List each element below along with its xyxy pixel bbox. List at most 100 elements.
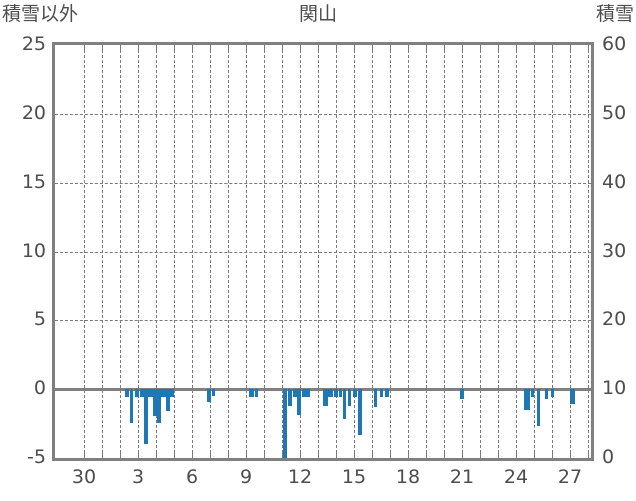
top-tickmark (282, 45, 283, 50)
bar (348, 389, 351, 407)
right-axis-title: 積雪 (595, 3, 634, 25)
bottom-tickmark (156, 453, 157, 458)
bar (302, 389, 306, 397)
bar (144, 389, 148, 444)
top-tickmark (390, 45, 391, 50)
bar (166, 389, 170, 412)
bottom-tickmark (138, 453, 139, 458)
bar (140, 389, 144, 397)
x-tick-label: 12 (287, 466, 313, 488)
bar (374, 389, 377, 408)
vgrid-line (462, 45, 463, 458)
bar (212, 389, 215, 397)
bottom-tickmark (84, 453, 85, 458)
top-tickmark (102, 45, 103, 50)
right-tick-label: 20 (602, 308, 627, 331)
vgrid-line (264, 45, 265, 458)
bar (207, 389, 211, 402)
bar (570, 389, 575, 405)
top-tickmark (408, 45, 409, 50)
x-tick-label: 18 (395, 466, 421, 488)
bottom-tickmark (120, 453, 121, 458)
vgrid-line (282, 45, 283, 458)
bottom-tickmark (300, 453, 301, 458)
bar (353, 389, 357, 398)
vgrid-line (444, 45, 445, 458)
vgrid-line (174, 45, 175, 458)
bar (170, 389, 174, 398)
vgrid-line (552, 45, 553, 458)
top-tickmark (516, 45, 517, 50)
bottom-tickmark (390, 453, 391, 458)
top-tickmark (534, 45, 535, 50)
vgrid-line (570, 45, 571, 458)
bar (153, 389, 157, 416)
x-tick-label: 24 (503, 466, 529, 488)
left-tick-label: 20 (21, 101, 46, 124)
bottom-tickmark (246, 453, 247, 458)
vgrid-line (390, 45, 391, 458)
bar (385, 389, 389, 397)
left-tick-label: 0 (33, 377, 46, 400)
top-tickmark (318, 45, 319, 50)
x-tick-label: 9 (239, 466, 253, 488)
left-tick-label: 25 (21, 33, 46, 55)
bar (460, 389, 464, 400)
hgrid-line (55, 320, 591, 322)
bottom-tickmark (318, 453, 319, 458)
chart-title: 関山 (298, 3, 337, 25)
bar (339, 389, 342, 397)
top-tickmark (462, 45, 463, 50)
bar (551, 389, 554, 398)
vgrid-line (354, 45, 355, 458)
left-tick-label: -5 (27, 446, 46, 468)
bottom-tickmark (462, 453, 463, 458)
bar (283, 389, 287, 458)
top-tickmark (570, 45, 571, 50)
top-tickmark (210, 45, 211, 50)
bar (524, 389, 530, 410)
right-tick-label: 40 (602, 170, 627, 193)
top-tickmark (174, 45, 175, 50)
right-tick-label: 50 (602, 101, 627, 124)
top-tickmark (336, 45, 337, 50)
left-tick-label: 15 (21, 170, 46, 193)
bottom-tickmark (282, 453, 283, 458)
bottom-tickmark (516, 453, 517, 458)
top-tickmark (372, 45, 373, 50)
top-tickmark (354, 45, 355, 50)
bottom-tickmark (210, 453, 211, 458)
bottom-tickmark (444, 453, 445, 458)
bar (148, 389, 153, 398)
right-tick-label: 0 (602, 446, 615, 468)
top-tickmark (498, 45, 499, 50)
left-tick-label: 10 (21, 239, 46, 262)
bar (343, 389, 346, 420)
bar (157, 389, 161, 423)
vgrid-line (120, 45, 121, 458)
vgrid-line (318, 45, 319, 458)
top-tickmark (480, 45, 481, 50)
bar (130, 389, 133, 423)
bar (288, 389, 292, 407)
plot-area (52, 42, 594, 461)
x-tick-label: 21 (449, 466, 475, 488)
right-tick-label: 60 (602, 33, 627, 55)
bottom-tickmark (264, 453, 265, 458)
bottom-tickmark (408, 453, 409, 458)
x-tick-label: 6 (185, 466, 199, 488)
bottom-tickmark (552, 453, 553, 458)
x-tick-label: 27 (557, 466, 583, 488)
bottom-tickmark (102, 453, 103, 458)
top-tickmark (192, 45, 193, 50)
vgrid-line (210, 45, 211, 458)
top-tickmark (246, 45, 247, 50)
right-tick-label: 30 (602, 239, 627, 262)
vgrid-line (516, 45, 517, 458)
bar (537, 389, 540, 427)
bottom-tickmark (354, 453, 355, 458)
bar (255, 389, 258, 397)
vgrid-line (228, 45, 229, 458)
vgrid-line (192, 45, 193, 458)
vgrid-line (426, 45, 427, 458)
